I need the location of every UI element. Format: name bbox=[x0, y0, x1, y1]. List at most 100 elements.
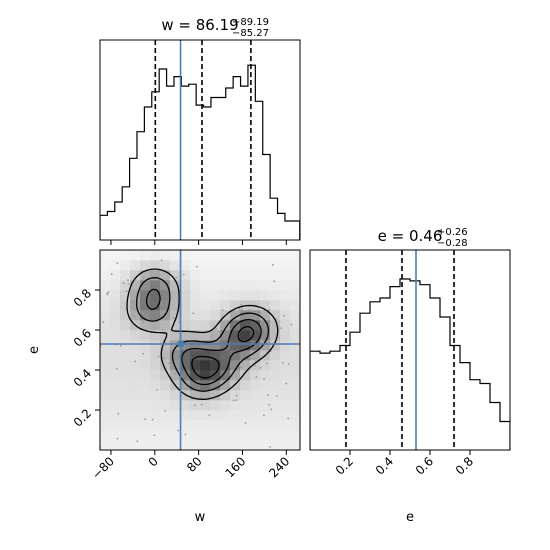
heatmap-cell bbox=[180, 270, 191, 281]
heatmap-cell bbox=[240, 310, 251, 321]
heatmap-cell bbox=[200, 280, 211, 291]
heatmap-cell bbox=[210, 260, 221, 271]
heatmap-cell bbox=[200, 370, 211, 381]
e-hist-bin bbox=[320, 353, 330, 450]
heatmap-cell bbox=[110, 310, 121, 321]
heatmap-cell bbox=[140, 430, 151, 441]
heatmap-cell bbox=[260, 270, 271, 281]
e-hist-bin bbox=[470, 380, 480, 450]
heatmap-cell bbox=[270, 360, 281, 371]
heatmap-cell bbox=[240, 250, 251, 261]
heatmap-cell bbox=[260, 340, 271, 351]
heatmap-cell bbox=[210, 280, 221, 291]
heatmap-cell bbox=[140, 370, 151, 381]
heatmap-cell bbox=[290, 290, 300, 301]
heatmap-cell bbox=[160, 370, 171, 381]
heatmap-cell bbox=[210, 320, 221, 331]
heatmap-cell bbox=[290, 380, 300, 391]
heatmap-cell bbox=[150, 440, 161, 450]
heatmap-cell bbox=[120, 370, 131, 381]
scatter-point bbox=[265, 362, 268, 365]
heatmap-cell bbox=[290, 430, 300, 441]
scatter-point bbox=[270, 408, 273, 411]
heatmap-cell bbox=[250, 290, 261, 301]
heatmap-cell bbox=[190, 440, 201, 450]
e-hist-step-line bbox=[310, 278, 510, 450]
heatmap-cell bbox=[220, 280, 231, 291]
heatmap-cell bbox=[140, 250, 151, 261]
heatmap-cell bbox=[220, 410, 231, 421]
x-tick-label: 0.6 bbox=[413, 454, 436, 477]
heatmap-cell bbox=[240, 440, 251, 450]
heatmap-cell bbox=[220, 250, 231, 261]
heatmap-cell bbox=[150, 360, 161, 371]
heatmap-cell bbox=[250, 340, 261, 351]
w-hist-bin bbox=[255, 101, 262, 240]
joint-truth-lines bbox=[100, 250, 300, 450]
heatmap-cell bbox=[250, 270, 261, 281]
heatmap-cell bbox=[220, 350, 231, 361]
e-hist-bin bbox=[460, 363, 470, 450]
heatmap-cell bbox=[100, 430, 111, 441]
heatmap-cell bbox=[210, 300, 221, 311]
heatmap-cell bbox=[120, 440, 131, 450]
heatmap-cell bbox=[290, 270, 300, 281]
heatmap-cell bbox=[260, 280, 271, 291]
heatmap-cell bbox=[200, 270, 211, 281]
w-hist-bin bbox=[107, 212, 114, 241]
heatmap-cell bbox=[140, 310, 151, 321]
scatter-point bbox=[106, 292, 109, 295]
heatmap-cell bbox=[220, 320, 231, 331]
w-title: w = 86.19 bbox=[161, 16, 238, 34]
y-tick-label: 0.8 bbox=[71, 286, 94, 309]
w-quantile-lines bbox=[154, 40, 252, 240]
scatter-point bbox=[134, 360, 136, 363]
heatmap-cell bbox=[210, 340, 221, 351]
heatmap-cell bbox=[250, 260, 261, 271]
heatmap-cell bbox=[140, 390, 151, 401]
heatmap-cell bbox=[170, 430, 181, 441]
heatmap-cell bbox=[180, 440, 191, 450]
heatmap-cell bbox=[110, 290, 121, 301]
scatter-point bbox=[153, 434, 156, 437]
heatmap-cell bbox=[120, 400, 131, 411]
e-hist-bin bbox=[310, 351, 320, 450]
heatmap-cell bbox=[100, 260, 111, 271]
heatmap-cell bbox=[130, 410, 141, 421]
heatmap-cell bbox=[160, 350, 171, 361]
heatmap-cell bbox=[230, 250, 241, 261]
heatmap-cell bbox=[170, 370, 181, 381]
w-hist-bin bbox=[241, 86, 248, 240]
e-title-upper-error: +0.26 bbox=[437, 227, 468, 238]
heatmap-cell bbox=[130, 430, 141, 441]
w-hist-bin bbox=[122, 187, 129, 240]
heatmap-cell bbox=[170, 420, 181, 431]
scatter-point bbox=[267, 394, 270, 396]
y-tick-label: 0.4 bbox=[71, 366, 94, 389]
scatter-point bbox=[263, 378, 265, 380]
heatmap-cell bbox=[150, 410, 161, 421]
scatter-point bbox=[116, 262, 119, 265]
heatmap-cell bbox=[110, 350, 121, 361]
heatmap-cell bbox=[290, 340, 300, 351]
heatmap-cell bbox=[110, 250, 121, 261]
heatmap-cell bbox=[110, 370, 121, 381]
heatmap-cell bbox=[160, 440, 171, 450]
heatmap-cell bbox=[270, 380, 281, 391]
scatter-point bbox=[168, 362, 171, 365]
heatmap-cell bbox=[230, 270, 241, 281]
heatmap-cell bbox=[240, 420, 251, 431]
heatmap-cell bbox=[290, 300, 300, 311]
heatmap-cell bbox=[260, 290, 271, 301]
heatmap-cell bbox=[270, 250, 281, 261]
e-marginal-panel: 0.2 0.4 0.6 0.8 e = 0.46 +0.26 −0.28 e bbox=[309, 227, 511, 525]
scatter-point bbox=[161, 328, 164, 331]
heatmap-cell bbox=[130, 360, 141, 371]
x-axis-label-e: e bbox=[406, 510, 414, 525]
heatmap-cell bbox=[150, 420, 161, 431]
x-tick-label: 240 bbox=[266, 454, 292, 480]
x-axis-label-w: w bbox=[195, 510, 206, 525]
w-hist-bin bbox=[100, 215, 107, 240]
heatmap-cell bbox=[230, 410, 241, 421]
heatmap-cell bbox=[190, 390, 201, 401]
